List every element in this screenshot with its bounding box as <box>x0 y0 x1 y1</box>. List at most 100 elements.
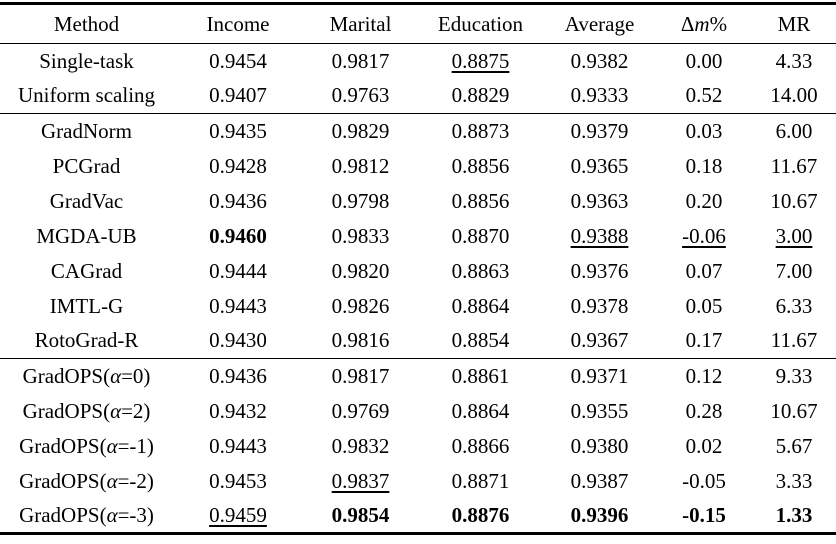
value-cell-education: 0.8873 <box>418 114 543 149</box>
value-cell-mr: 3.33 <box>752 464 836 499</box>
value-cell-marital: 0.9816 <box>303 324 418 359</box>
best-value: -0.15 <box>682 502 726 527</box>
method-cell: GradVac <box>49 188 124 213</box>
table-row: Uniform scaling 0.9407 0.9763 0.8829 0.9333 0… <box>0 79 836 114</box>
value-cell-delta-m-pct: 0.28 <box>656 394 752 429</box>
value: 0.8863 <box>451 258 510 283</box>
value-cell-income: 0.9443 <box>173 429 303 464</box>
value: 0.9367 <box>570 328 629 353</box>
table-row: IMTL-G 0.9443 0.9826 0.8864 0.9378 0.05 6.33 <box>0 289 836 324</box>
value-cell-marital: 0.9829 <box>303 114 418 149</box>
value: 9.33 <box>775 363 813 388</box>
col-header-delta-m-pct: Δm% <box>680 11 728 36</box>
best-value: 0.9460 <box>209 223 267 248</box>
value: 0.8864 <box>451 293 510 318</box>
value-cell-delta-m-pct: 0.52 <box>656 79 752 114</box>
col-header-method: Method <box>53 11 120 36</box>
value: 0.8866 <box>451 433 510 458</box>
best-value: 0.8876 <box>451 502 510 527</box>
best-value: 1.33 <box>775 502 813 527</box>
value-cell-mr: 9.33 <box>752 359 836 394</box>
value: 0.00 <box>685 48 723 73</box>
value: 0.9812 <box>331 153 390 178</box>
value-cell-income: 0.9460 <box>173 219 303 254</box>
value: 0.9443 <box>209 433 267 458</box>
second-best-value: 0.9388 <box>570 223 629 248</box>
value-cell-education: 0.8876 <box>418 499 543 534</box>
value-cell-average: 0.9382 <box>543 44 656 79</box>
value: 0.9435 <box>209 118 267 143</box>
value-cell-mr: 4.33 <box>752 44 836 79</box>
value: 6.00 <box>775 118 813 143</box>
value-cell-mr: 11.67 <box>752 324 836 359</box>
value: 11.67 <box>770 153 818 178</box>
method-cell: Uniform scaling <box>17 83 156 108</box>
value-cell-delta-m-pct: 0.03 <box>656 114 752 149</box>
value: 0.9443 <box>209 293 267 318</box>
second-best-value: 0.9837 <box>331 468 390 493</box>
value: 0.8829 <box>451 83 510 108</box>
value: 0.9763 <box>331 83 390 108</box>
value: 0.9365 <box>570 153 629 178</box>
value-cell-education: 0.8864 <box>418 289 543 324</box>
value: 0.9387 <box>570 468 629 493</box>
value-cell-average: 0.9378 <box>543 289 656 324</box>
method-cell: Single-task <box>39 48 134 73</box>
best-value: 0.9396 <box>570 502 629 527</box>
value-cell-mr: 10.67 <box>752 184 836 219</box>
value: 0.9798 <box>331 188 390 213</box>
value-cell-education: 0.8871 <box>418 464 543 499</box>
value-cell-average: 0.9379 <box>543 114 656 149</box>
value-cell-education: 0.8870 <box>418 219 543 254</box>
value: 0.03 <box>685 118 723 143</box>
second-best-value: 0.8875 <box>451 48 510 73</box>
method-cell: GradNorm <box>41 118 132 143</box>
value-cell-income: 0.9432 <box>173 394 303 429</box>
value: 0.8873 <box>451 118 510 143</box>
table-row: GradNorm 0.9435 0.9829 0.8873 0.9379 0.03 6.00 <box>0 114 836 149</box>
second-best-value: 0.9459 <box>209 502 267 527</box>
value-cell-average: 0.9333 <box>543 79 656 114</box>
value: 0.9444 <box>209 258 267 283</box>
value-cell-education: 0.8861 <box>418 359 543 394</box>
table-header-row: Method Income Marital Education Average Δm% MR <box>0 4 836 44</box>
value-cell-average: 0.9367 <box>543 324 656 359</box>
value-cell-education: 0.8866 <box>418 429 543 464</box>
value-cell-mr: 5.67 <box>752 429 836 464</box>
method-cell: PCGrad <box>52 153 121 178</box>
row-group-2: GradNorm 0.9435 0.9829 0.8873 0.9379 0.03 6.00… <box>0 113 836 359</box>
value: 5.67 <box>775 433 813 458</box>
value-cell-average: 0.9365 <box>543 149 656 184</box>
value-cell-education: 0.8875 <box>418 44 543 79</box>
table-row: MGDA-UB 0.9460 0.9833 0.8870 0.9388 -0.06 3.00 <box>0 219 836 254</box>
value: 3.33 <box>775 468 813 493</box>
value: 0.9380 <box>570 433 629 458</box>
value-cell-delta-m-pct: 0.18 <box>656 149 752 184</box>
col-header-marital: Marital <box>329 11 392 36</box>
method-cell: IMTL-G <box>49 293 124 318</box>
value: 0.8870 <box>451 223 510 248</box>
method-cell: GradOPS(α=-2) <box>19 468 154 493</box>
table-row: GradOPS(α=-3) 0.9459 0.9854 0.8876 0.9396 -0.… <box>0 499 836 534</box>
value: 0.9817 <box>331 363 390 388</box>
value-cell-mr: 14.00 <box>752 79 836 114</box>
value: 10.67 <box>770 188 818 213</box>
value: 0.9382 <box>570 48 629 73</box>
value-cell-delta-m-pct: -0.06 <box>656 219 752 254</box>
method-cell: GradOPS(α=-1) <box>19 433 154 458</box>
value: 0.9454 <box>209 48 267 73</box>
value: 0.9833 <box>331 223 390 248</box>
method-cell: RotoGrad-R <box>34 328 139 353</box>
value: 0.8861 <box>451 363 510 388</box>
table-header: Method Income Marital Education Average Δm% MR <box>0 4 836 44</box>
value-cell-marital: 0.9798 <box>303 184 418 219</box>
value: 0.9436 <box>209 188 267 213</box>
second-best-value: 3.00 <box>775 223 813 248</box>
value: 0.9832 <box>331 433 390 458</box>
value-cell-delta-m-pct: 0.20 <box>656 184 752 219</box>
value-cell-mr: 6.00 <box>752 114 836 149</box>
value: 14.00 <box>770 83 818 108</box>
table-row: GradVac 0.9436 0.9798 0.8856 0.9363 0.20 10.67 <box>0 184 836 219</box>
value: 0.18 <box>685 153 723 178</box>
